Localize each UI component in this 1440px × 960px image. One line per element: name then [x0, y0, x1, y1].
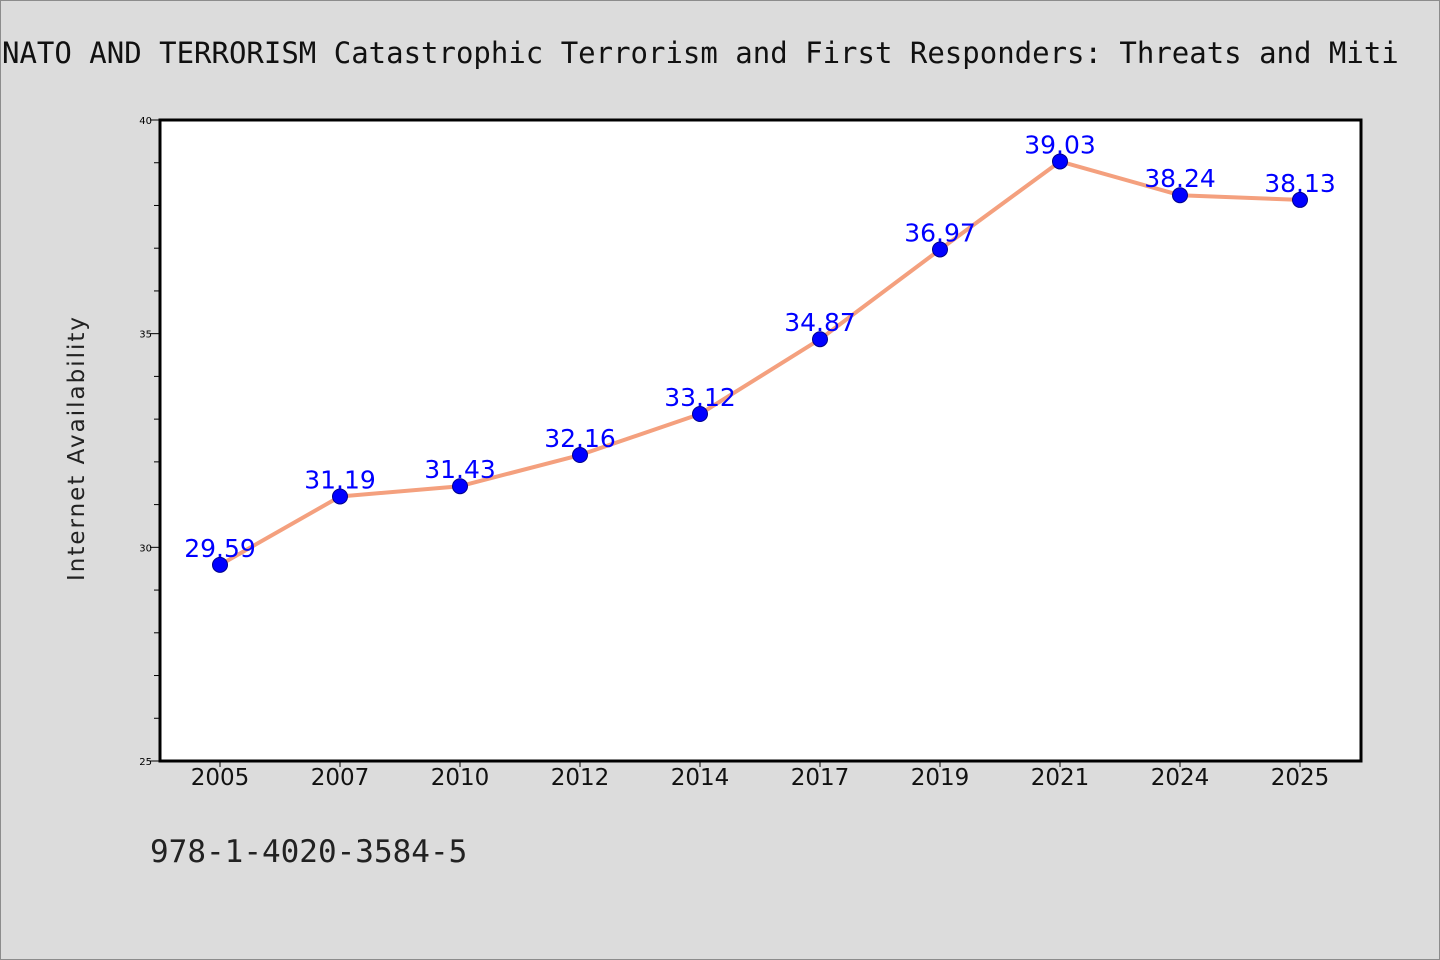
x-tick-label: 2005: [191, 765, 250, 791]
data-labels: 29.59 31.19 31.43 32.16 33.12 34.87 36.97 39.03…: [184, 130, 1336, 562]
chart-title: NATO AND TERRORISM Catastrophic Terroris…: [2, 36, 1399, 70]
data-label: 38.24: [1144, 164, 1216, 193]
data-point: [332, 488, 348, 505]
data-label: 34.87: [784, 308, 856, 337]
x-tick-label: 2024: [1151, 765, 1210, 791]
y-tick-label: 35: [139, 330, 152, 341]
footnote-isbn: 978-1-4020-3584-5: [150, 834, 468, 870]
x-tick-label: 2017: [791, 765, 850, 791]
series-line: [219, 159, 1301, 567]
data-label: 36.97: [904, 218, 976, 247]
data-point: [572, 447, 588, 464]
y-axis: 25 30 35 40: [139, 116, 160, 768]
x-tick-label: 2010: [431, 765, 490, 791]
data-point: [812, 331, 828, 348]
data-point: [212, 556, 228, 573]
data-point: [692, 406, 708, 423]
x-axis: 2005 2007 2010 2012 2014 2017 2019 2021 2024 2025: [191, 761, 1330, 791]
data-point: [452, 478, 468, 495]
data-label: 39.03: [1024, 130, 1096, 159]
data-label: 31.19: [304, 465, 376, 494]
data-label: 33.12: [664, 383, 736, 412]
x-tick-label: 2019: [911, 765, 970, 791]
x-tick-label: 2012: [551, 765, 610, 791]
series-markers: [212, 153, 1308, 573]
x-tick-label: 2014: [671, 765, 730, 791]
data-point: [1172, 187, 1188, 204]
data-point: [1292, 191, 1308, 208]
x-tick-label: 2007: [311, 765, 370, 791]
data-label: 32.16: [544, 424, 616, 453]
y-tick-label: 40: [139, 116, 152, 127]
data-label: 38.13: [1264, 169, 1336, 198]
data-point: [1052, 153, 1068, 170]
data-point: [932, 241, 948, 258]
plot-border: [158, 118, 1363, 763]
data-label: 29.59: [184, 534, 256, 563]
plot-area: [160, 120, 1361, 761]
y-tick-label: 30: [139, 543, 152, 554]
x-tick-label: 2021: [1031, 765, 1090, 791]
y-tick-label: 25: [139, 757, 152, 768]
x-tick-label: 2025: [1271, 765, 1330, 791]
data-label: 31.43: [424, 455, 496, 484]
